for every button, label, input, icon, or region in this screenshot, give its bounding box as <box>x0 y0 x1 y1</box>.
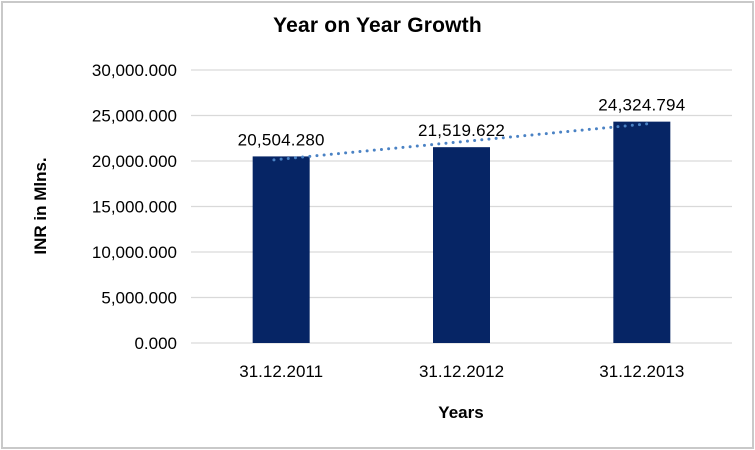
y-tick-label: 30,000.000 <box>92 61 177 80</box>
bar-31.12.2013 <box>613 121 671 343</box>
bar-31.12.2011 <box>252 156 310 343</box>
bar-data-label: 20,504.280 <box>238 130 325 149</box>
x-tick-label: 31.12.2013 <box>599 362 684 381</box>
y-tick-label: 0.000 <box>134 334 177 353</box>
bar-data-label: 24,324.794 <box>598 96 685 115</box>
x-tick-label: 31.12.2012 <box>419 362 504 381</box>
y-tick-label: 25,000.000 <box>92 107 177 126</box>
y-tick-label: 20,000.000 <box>92 152 177 171</box>
x-tick-label: 31.12.2011 <box>239 362 323 381</box>
chart-title: Year on Year Growth <box>273 14 482 37</box>
bar-data-label: 21,519.622 <box>418 121 505 140</box>
y-tick-label: 10,000.000 <box>92 243 177 262</box>
trendline <box>272 122 651 162</box>
bar-31.12.2012 <box>433 147 490 343</box>
y-tick-label: 15,000.000 <box>92 198 177 217</box>
y-tick-label: 5,000.000 <box>101 289 177 308</box>
x-axis-title: Years <box>438 403 484 422</box>
